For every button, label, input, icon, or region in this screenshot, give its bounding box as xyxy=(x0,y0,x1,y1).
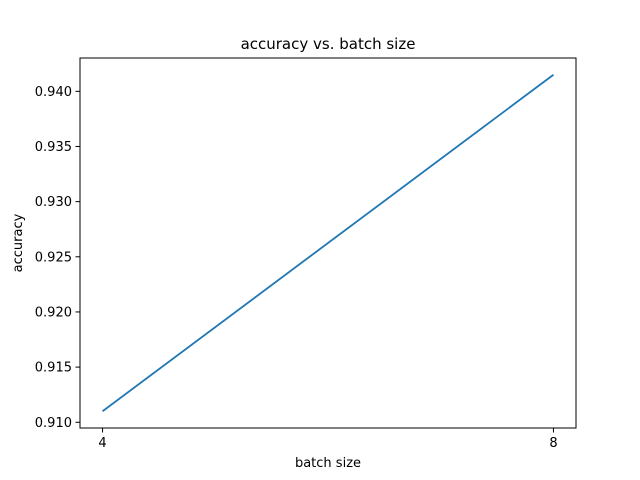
series-layer xyxy=(102,74,554,412)
series-line-0 xyxy=(102,74,554,412)
y-tick-label: 0.925 xyxy=(35,250,72,265)
y-tick-label: 0.920 xyxy=(35,305,72,320)
x-tick-label: 4 xyxy=(98,436,106,451)
x-tick-label: 8 xyxy=(549,436,557,451)
y-tick-label: 0.930 xyxy=(35,195,72,210)
plot-frame xyxy=(79,57,577,429)
y-axis-label: accuracy xyxy=(11,213,26,272)
y-tick-label: 0.910 xyxy=(35,416,72,431)
y-tick-label: 0.935 xyxy=(35,140,72,155)
chart-title: accuracy vs. batch size xyxy=(241,35,416,53)
x-axis-label: batch size xyxy=(295,456,361,471)
tick-layer: 4 8 0.910 0.915 0.920 0.925 0.930 0.935 0.940 xyxy=(35,85,558,451)
y-tick-label: 0.915 xyxy=(35,361,72,376)
y-tick-label: 0.940 xyxy=(35,85,72,100)
